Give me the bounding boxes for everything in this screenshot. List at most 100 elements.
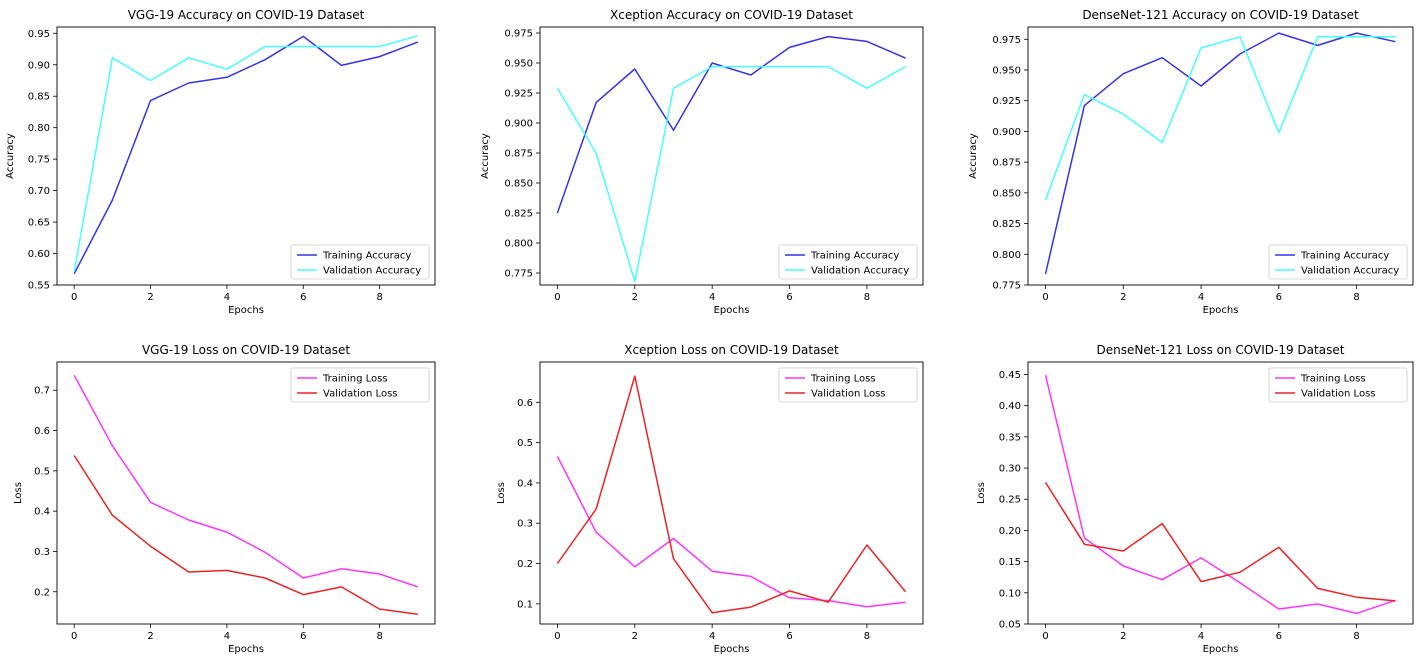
- y-tick-label: 0.850: [504, 179, 533, 190]
- densenet121-accuracy-chart: DenseNet-121 Accuracy on COVID-19 Datase…: [960, 0, 1418, 325]
- y-tick-label: 0.65: [28, 218, 50, 229]
- vgg19-loss-chart: VGG-19 Loss on COVID-19 Dataset 0 2 4 6 8 0.2 0…: [0, 335, 460, 656]
- y-tick-label: 0.2: [34, 587, 50, 598]
- series-line-1: [73, 455, 418, 616]
- x-tick-label: 4: [1198, 292, 1204, 303]
- y-tick-label: 0.825: [992, 219, 1021, 230]
- y-tick-label: 0.95: [28, 29, 50, 40]
- x-tick-label: 0: [554, 292, 560, 303]
- x-tick-label: 0: [71, 631, 77, 642]
- xception-accuracy-chart: Xception Accuracy on COVID-19 Dataset 0 2 4…: [480, 0, 940, 325]
- chart-title: VGG-19 Accuracy on COVID-19 Dataset: [128, 8, 365, 22]
- plot-frame: [539, 26, 924, 286]
- x-axis-label: Epochs: [228, 644, 264, 655]
- x-tick-label: 8: [864, 292, 870, 303]
- x-tick-label: 6: [786, 292, 792, 303]
- x-tick-label: 8: [376, 631, 382, 642]
- series-line-1: [556, 375, 907, 614]
- chart-title: Xception Accuracy on COVID-19 Dataset: [610, 8, 853, 22]
- y-tick-label: 0.1: [517, 599, 533, 610]
- vgg19-accuracy-chart: VGG-19 Accuracy on COVID-19 Dataset 0 2 4 6 8…: [0, 0, 460, 325]
- y-tick-label: 0.975: [504, 29, 533, 40]
- x-tick-label: 0: [1042, 292, 1048, 303]
- plot-frame: [1027, 26, 1414, 286]
- y-tick-label: 0.90: [28, 60, 50, 71]
- y-tick-label: 0.6: [517, 398, 533, 409]
- y-tick-label: 0.775: [504, 269, 533, 280]
- x-tick-label: 6: [300, 631, 306, 642]
- plot-frame: [56, 26, 436, 286]
- x-tick-label: 4: [709, 292, 715, 303]
- y-tick-label: 0.70: [28, 186, 50, 197]
- x-axis-label: Epochs: [228, 305, 264, 316]
- y-tick-label: 0.900: [504, 119, 533, 130]
- y-tick-label: 0.875: [504, 149, 533, 160]
- chart-title: DenseNet-121 Loss on COVID-19 Dataset: [1097, 343, 1345, 357]
- x-tick-label: 0: [71, 292, 77, 303]
- y-tick-label: 0.925: [504, 89, 533, 100]
- x-axis-label: Epochs: [1203, 305, 1239, 316]
- x-tick-label: 4: [224, 292, 230, 303]
- y-tick-label: 0.900: [992, 127, 1021, 138]
- x-tick-label: 2: [632, 631, 638, 642]
- x-tick-label: 2: [147, 292, 153, 303]
- legend-label: Validation Loss: [1301, 389, 1376, 400]
- y-tick-label: 0.975: [992, 35, 1021, 46]
- chart-svg: DenseNet-121 Loss on COVID-19 Dataset 0 2 4…: [976, 343, 1414, 655]
- y-tick-label: 0.950: [992, 66, 1021, 77]
- y-tick-label: 0.35: [999, 432, 1021, 443]
- chart-svg: Xception Loss on COVID-19 Dataset 0 2 4 6 8 0.…: [496, 343, 924, 655]
- y-tick-label: 0.05: [999, 620, 1021, 631]
- series-line-0: [1044, 374, 1396, 615]
- chart-svg: VGG-19 Loss on COVID-19 Dataset 0 2 4 6 8 0.2 0…: [13, 343, 436, 655]
- y-tick-label: 0.60: [28, 249, 50, 260]
- legend-box: [778, 367, 918, 403]
- y-tick-label: 0.800: [504, 239, 533, 250]
- x-tick-label: 6: [1276, 631, 1282, 642]
- y-axis-label: Accuracy: [968, 133, 979, 179]
- chart-svg: DenseNet-121 Accuracy on COVID-19 Datase…: [968, 8, 1414, 316]
- x-tick-label: 8: [1353, 631, 1359, 642]
- legend-box: [1268, 367, 1408, 403]
- x-axis-label: Epochs: [714, 644, 750, 655]
- y-tick-label: 0.3: [517, 519, 533, 530]
- series-line-1: [73, 35, 419, 272]
- legend-label: Validation Accuracy: [323, 266, 421, 277]
- y-tick-label: 0.4: [517, 478, 533, 489]
- legend-label: Validation Accuracy: [811, 266, 909, 277]
- y-tick-label: 0.850: [992, 188, 1021, 199]
- chart-svg: VGG-19 Accuracy on COVID-19 Dataset 0 2 4 6 8…: [5, 8, 436, 316]
- legend: Training Accuracy Validation Accuracy: [1268, 244, 1408, 280]
- y-tick-label: 0.40: [999, 401, 1021, 412]
- x-tick-label: 4: [224, 631, 230, 642]
- x-tick-label: 8: [376, 292, 382, 303]
- y-tick-label: 0.25: [999, 495, 1021, 506]
- x-tick-label: 6: [786, 631, 792, 642]
- legend-label: Training Accuracy: [1300, 251, 1389, 262]
- x-tick-label: 2: [632, 292, 638, 303]
- y-tick-label: 0.875: [992, 158, 1021, 169]
- y-tick-label: 0.4: [34, 507, 50, 518]
- y-axis-label: Accuracy: [480, 133, 491, 179]
- legend-label: Training Loss: [1300, 374, 1366, 385]
- y-tick-label: 0.15: [999, 557, 1021, 568]
- chart-title: DenseNet-121 Accuracy on COVID-19 Datase…: [1082, 8, 1359, 22]
- legend: Training Loss Validation Loss: [778, 367, 918, 403]
- x-axis-label: Epochs: [1203, 644, 1239, 655]
- legend: Training Loss Validation Loss: [290, 367, 430, 403]
- y-tick-label: 0.800: [992, 250, 1021, 261]
- legend-label: Training Loss: [322, 374, 388, 385]
- densenet121-loss-chart: DenseNet-121 Loss on COVID-19 Dataset 0 2 4…: [960, 335, 1418, 656]
- series-line-1: [1044, 36, 1396, 201]
- x-tick-label: 0: [554, 631, 560, 642]
- series-line-0: [1044, 32, 1396, 275]
- y-tick-label: 0.2: [517, 559, 533, 570]
- x-axis-label: Epochs: [714, 305, 750, 316]
- series-line-1: [556, 65, 906, 283]
- y-tick-label: 0.55: [28, 281, 50, 292]
- y-tick-label: 0.775: [992, 281, 1021, 292]
- y-tick-label: 0.5: [34, 466, 50, 477]
- plot-frame: [1027, 361, 1414, 625]
- x-tick-label: 0: [1042, 631, 1048, 642]
- x-tick-label: 8: [864, 631, 870, 642]
